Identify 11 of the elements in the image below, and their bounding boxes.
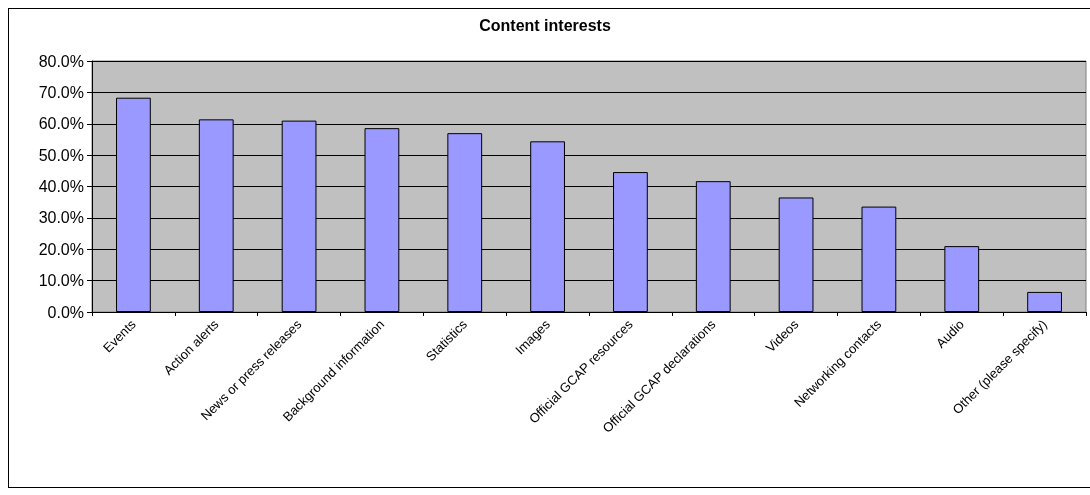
bar — [1027, 291, 1062, 312]
y-tick-label: 30.0% — [38, 209, 84, 227]
y-tick-label: 60.0% — [38, 115, 84, 133]
y-tick-label: 10.0% — [38, 272, 84, 290]
chart-title: Content interests — [479, 16, 611, 34]
y-tick-label: 20.0% — [38, 240, 84, 258]
y-tick-label: 70.0% — [38, 83, 84, 101]
y-tick-label: 50.0% — [38, 146, 84, 164]
y-tick-label: 80.0% — [38, 52, 84, 70]
y-tick-label: 40.0% — [38, 178, 84, 195]
y-tick-label: 0.0% — [47, 303, 84, 321]
